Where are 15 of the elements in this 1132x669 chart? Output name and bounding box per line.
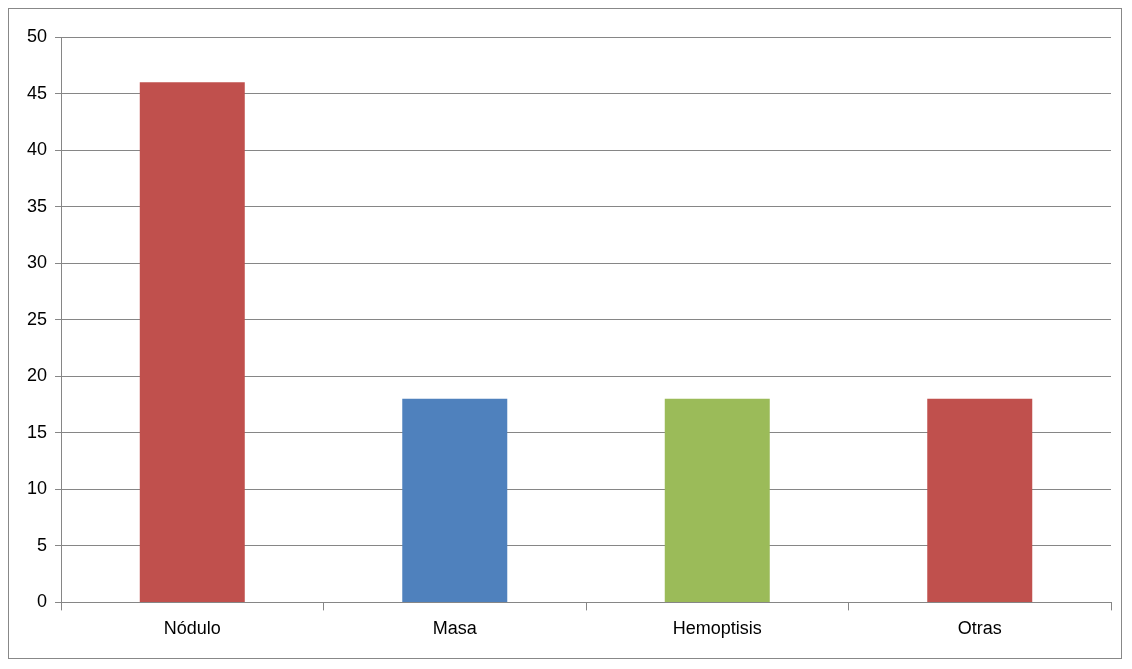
y-tick-label: 30 <box>26 252 48 273</box>
y-tick-label: 25 <box>26 308 48 329</box>
y-tick-label: 40 <box>26 139 48 160</box>
y-tick-label: 45 <box>26 82 48 103</box>
x-tick-label: Hemoptisis <box>672 618 762 639</box>
x-tick-label: Masa <box>432 618 478 639</box>
y-tick-label: 15 <box>26 421 48 442</box>
y-tick-label: 0 <box>37 591 48 612</box>
y-tick-label: 5 <box>37 534 48 555</box>
y-tick-label: 50 <box>26 25 48 46</box>
x-tick-label: Otras <box>957 618 1002 639</box>
x-tick-label: Nódulo <box>163 618 221 639</box>
y-tick-label: 35 <box>26 195 48 216</box>
y-tick-label: 10 <box>26 478 48 499</box>
y-tick-label: 20 <box>26 365 48 386</box>
